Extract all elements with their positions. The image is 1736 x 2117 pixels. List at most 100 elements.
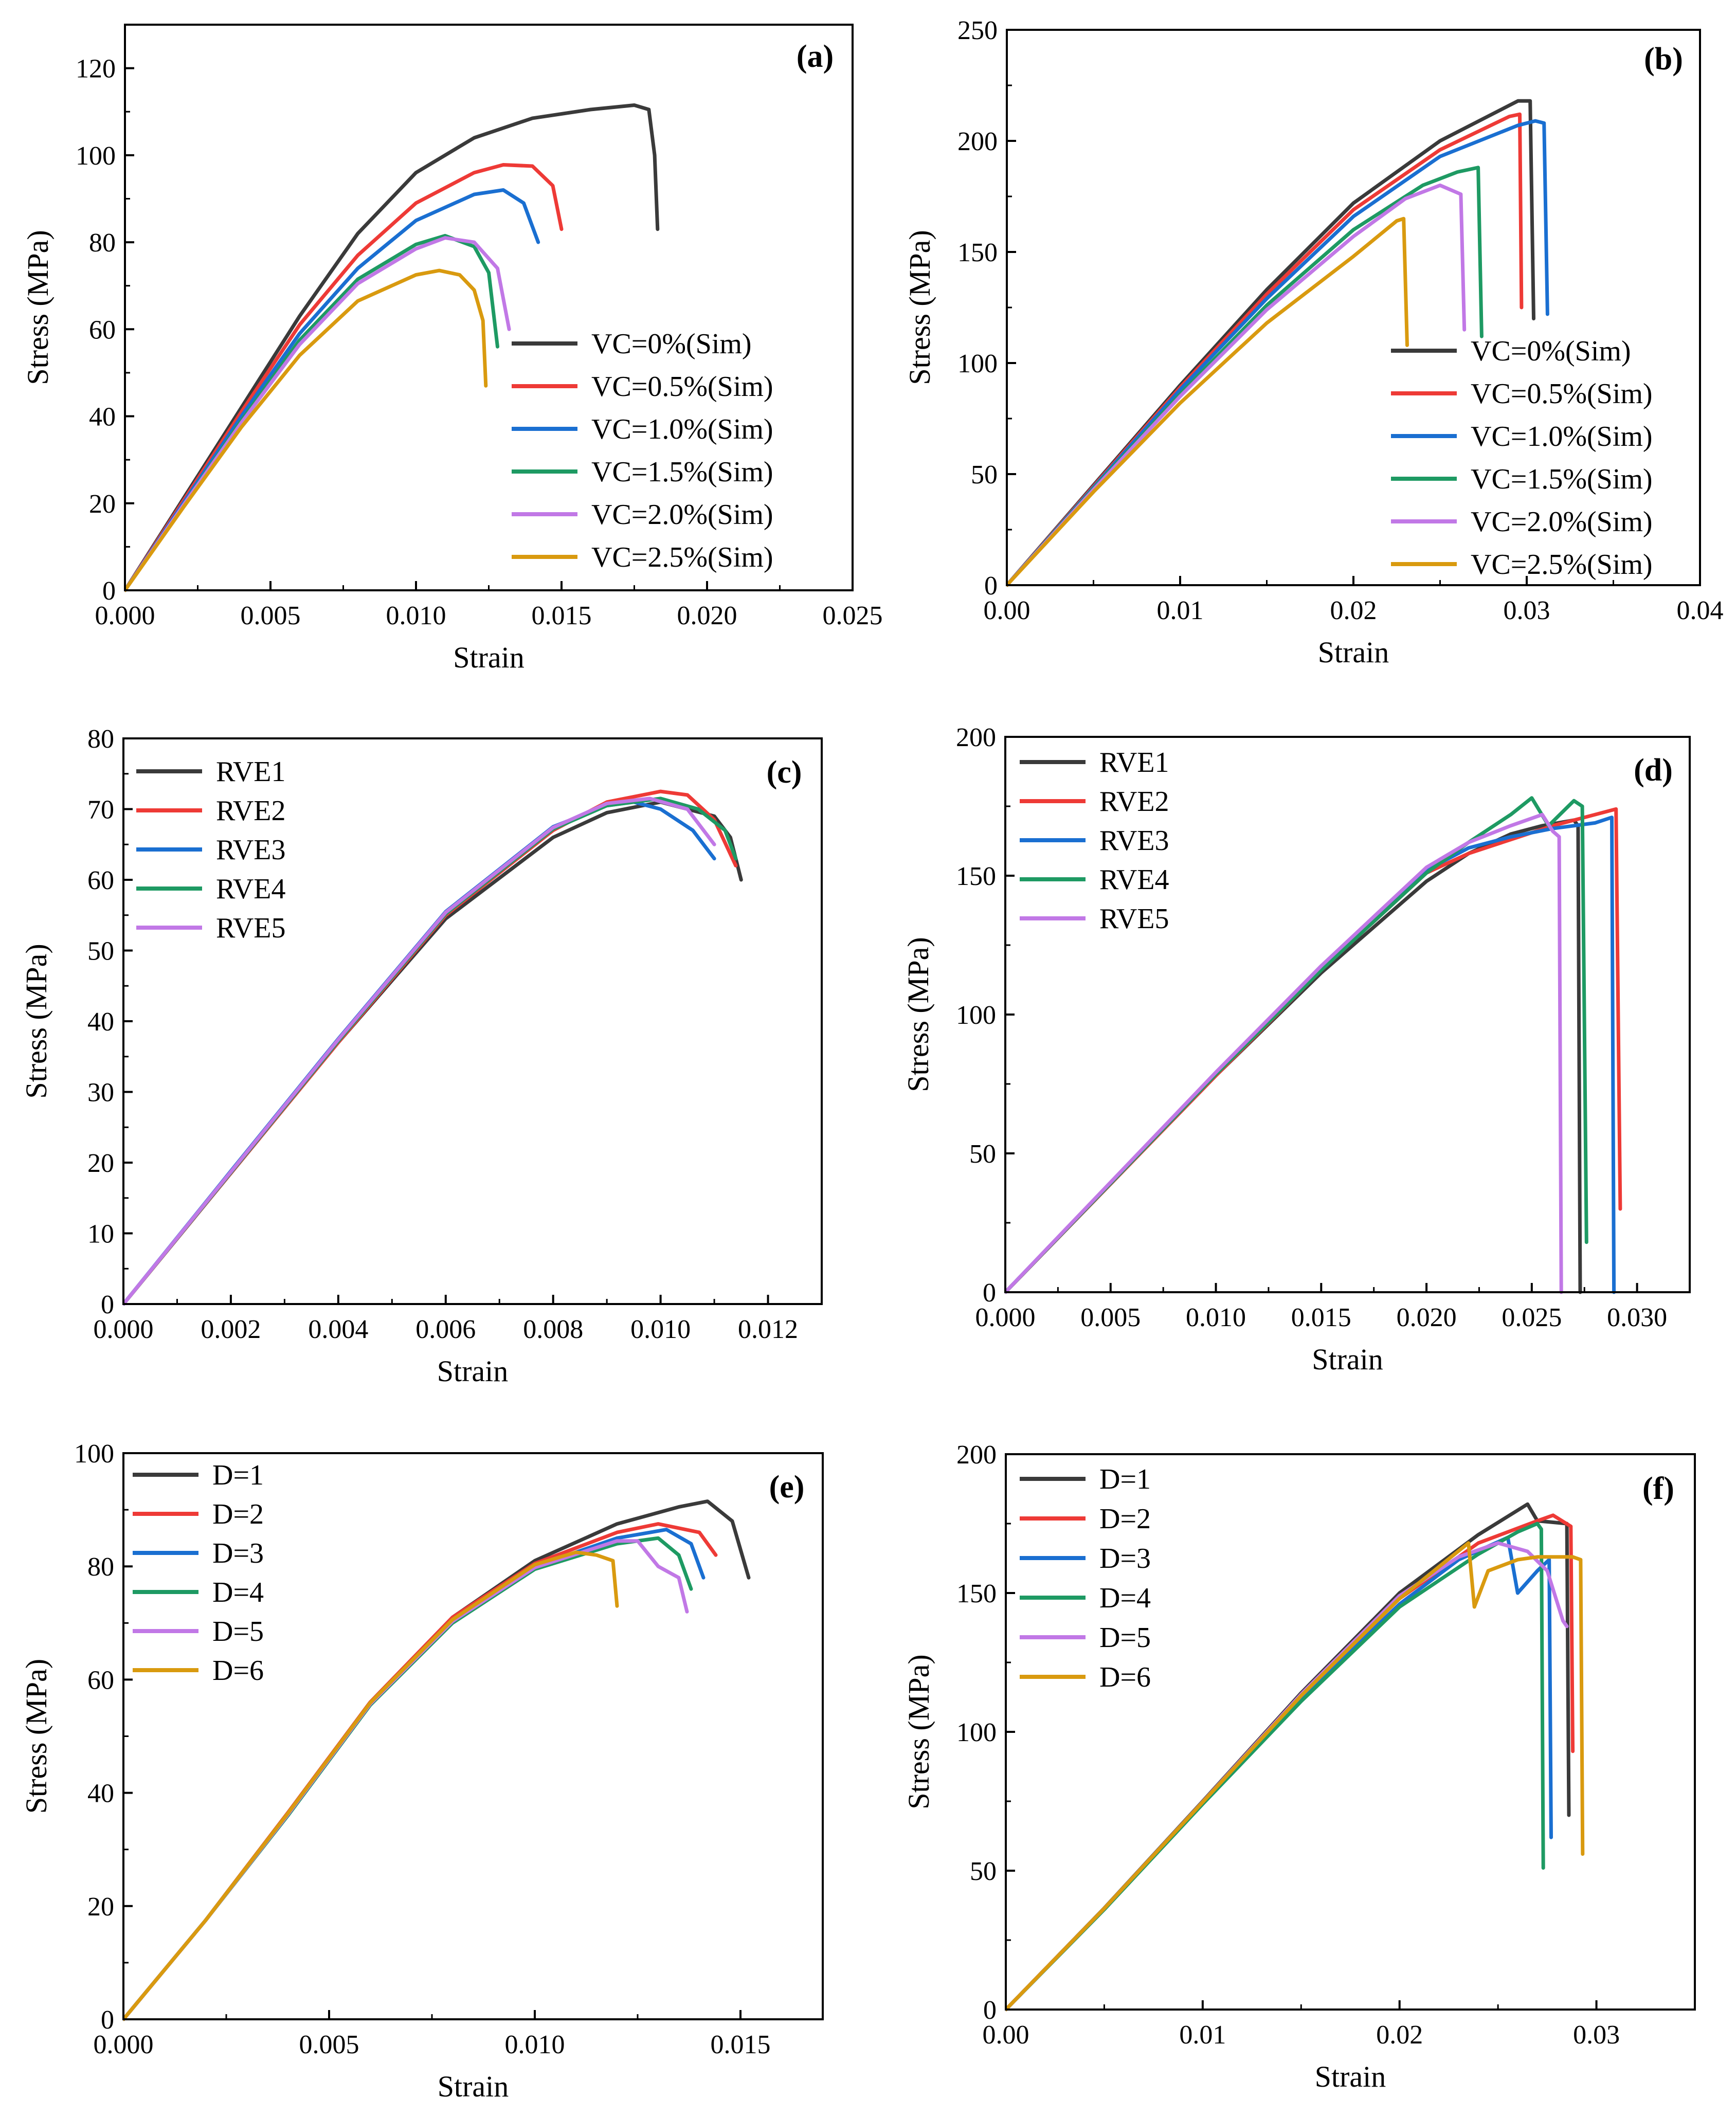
- series-line-3: [123, 800, 716, 1306]
- series-group: [123, 789, 743, 1306]
- y-tick-label: 20: [87, 1892, 114, 1922]
- series-line-5: [1005, 812, 1563, 1294]
- series-line-5: [125, 236, 511, 592]
- x-tick-label: 0.02: [1330, 596, 1377, 625]
- y-axis-title: Stress (MPa): [21, 230, 55, 385]
- plot-frame: [1006, 29, 1701, 586]
- legend-entry: D=6: [1099, 1661, 1151, 1693]
- y-tick-label: 70: [87, 795, 114, 825]
- series-line-1: [1005, 818, 1582, 1294]
- x-axis-title: Strain: [453, 641, 525, 674]
- legend-entry: RVE2: [216, 795, 286, 827]
- series-line-4: [125, 233, 499, 592]
- y-tick-label: 60: [87, 866, 114, 895]
- x-tick-label: 0.000: [94, 2030, 154, 2059]
- y-axis-title: Stress (MPa): [903, 230, 936, 385]
- y-tick-label: 0: [102, 576, 116, 606]
- x-tick-label: 0.020: [677, 601, 737, 630]
- legend-entry: D=2: [1099, 1503, 1151, 1535]
- y-tick-label: 0: [101, 2005, 114, 2035]
- legend-entry: D=5: [212, 1616, 264, 1648]
- legend-entry: D=5: [1099, 1622, 1151, 1654]
- x-tick-label: 0.025: [823, 601, 883, 630]
- legend-entry: VC=2.0%(Sim): [1471, 506, 1653, 538]
- legend: VC=0%(Sim) VC=0.5%(Sim) VC=1.0%(Sim) VC=1.5…: [1391, 335, 1653, 581]
- y-tick-label: 60: [89, 315, 116, 345]
- y-tick-label: 0: [984, 571, 998, 601]
- legend-entry: VC=0.5%(Sim): [591, 371, 773, 403]
- x-tick-label: 0.008: [523, 1315, 583, 1344]
- y-tick-label: 20: [87, 1149, 114, 1178]
- legend-entry: RVE3: [216, 834, 286, 866]
- x-tick-label: 0.015: [711, 2030, 771, 2059]
- series-line-2: [123, 789, 738, 1306]
- legend-entry: RVE3: [1099, 825, 1169, 857]
- y-tick-label: 150: [956, 862, 996, 891]
- legend: D=1 D=2 D=3 D=4 D=5 D=6: [1020, 1463, 1151, 1693]
- legend-entry: D=3: [212, 1537, 264, 1569]
- series-line-2: [125, 163, 564, 592]
- series-line-4: [123, 1536, 693, 2021]
- y-tick-label: 20: [89, 490, 116, 519]
- panel-e: 0.000 0.005 0.010 0.015 0 20 40 60 80 100 Strain St…: [20, 1439, 824, 2103]
- y-tick-label: 120: [76, 55, 116, 84]
- x-tick-label: 0.006: [415, 1315, 476, 1344]
- y-tick-label: 150: [957, 238, 998, 267]
- series-group: [123, 1499, 751, 2021]
- legend: RVE1 RVE2 RVE3 RVE4 RVE5: [1020, 747, 1169, 935]
- legend: D=1 D=2 D=3 D=4 D=5 D=6: [133, 1459, 264, 1687]
- series-line-2: [1006, 1513, 1575, 2012]
- series-line-6: [123, 1550, 619, 2021]
- legend-entry: VC=0.5%(Sim): [1471, 378, 1653, 410]
- panel-f: 0.00 0.01 0.02 0.03 0 50 100 150 200 Strain Stress…: [902, 1440, 1696, 2093]
- x-tick-label: 0.025: [1502, 1303, 1562, 1332]
- series-line-4: [1006, 1522, 1545, 2012]
- legend-entry: VC=2.5%(Sim): [1471, 549, 1653, 581]
- legend-entry: D=4: [212, 1577, 264, 1608]
- series-line-3: [1005, 816, 1616, 1294]
- series-line-2: [1005, 807, 1622, 1294]
- series-line-5: [123, 1539, 689, 2021]
- legend-entry: D=6: [212, 1655, 264, 1687]
- y-tick-label: 50: [970, 1857, 997, 1886]
- x-tick-label: 0.000: [95, 601, 155, 630]
- y-tick-label: 60: [87, 1666, 114, 1695]
- x-tick-label: 0.010: [505, 2030, 565, 2059]
- legend-entry: D=2: [212, 1498, 264, 1530]
- legend: RVE1 RVE2 RVE3 RVE4 RVE5: [136, 756, 286, 944]
- x-tick-label: 0.00: [983, 2020, 1029, 2050]
- x-axis-title: Strain: [437, 1354, 509, 1388]
- y-tick-label: 0: [983, 1996, 997, 2025]
- series-line-5: [1006, 1541, 1569, 2012]
- y-axis-title: Stress (MPa): [901, 937, 935, 1092]
- x-tick-label: 0.012: [738, 1315, 798, 1344]
- x-tick-label: 0.03: [1573, 2020, 1620, 2050]
- x-tick-label: 0.000: [94, 1315, 154, 1344]
- x-axis-title: Strain: [1315, 2060, 1386, 2093]
- x-tick-label: 0.005: [241, 601, 301, 630]
- y-tick-label: 40: [87, 1007, 114, 1037]
- series-line-4: [123, 797, 738, 1306]
- x-tick-label: 0.002: [201, 1315, 261, 1344]
- legend-entry: VC=1.5%(Sim): [591, 456, 773, 488]
- x-axis-title: Strain: [1312, 1343, 1383, 1376]
- legend-entry: RVE1: [1099, 747, 1169, 779]
- legend-entry: VC=0%(Sim): [1471, 335, 1631, 367]
- x-tick-label: 0.010: [386, 601, 446, 630]
- y-axis-title: Stress (MPa): [20, 1659, 53, 1814]
- legend: VC=0%(Sim) VC=0.5%(Sim) VC=1.0%(Sim) VC=1.5…: [512, 328, 773, 573]
- x-tick-label: 0.004: [308, 1315, 368, 1344]
- y-tick-label: 80: [87, 1552, 114, 1582]
- panel-label: (e): [769, 1470, 805, 1505]
- x-tick-label: 0.02: [1376, 2020, 1423, 2050]
- x-tick-label: 0.015: [532, 601, 592, 630]
- x-tick-label: 0.04: [1677, 596, 1724, 625]
- series-line-6: [125, 268, 488, 592]
- x-axis-title: Strain: [438, 2070, 509, 2103]
- series-group: [1007, 99, 1549, 587]
- legend-entry: VC=2.5%(Sim): [591, 541, 773, 573]
- legend-entry: D=1: [212, 1459, 264, 1491]
- y-tick-label: 250: [957, 16, 998, 45]
- series-line-6: [1006, 1541, 1585, 2012]
